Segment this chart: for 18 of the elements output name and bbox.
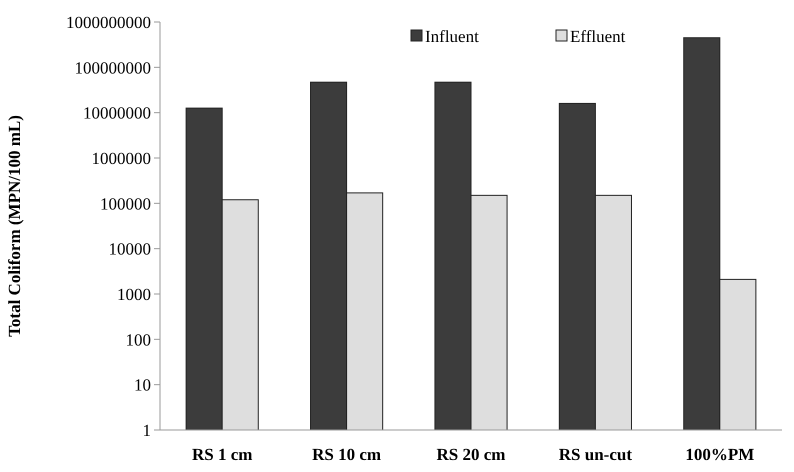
y-tick-label: 100000000	[74, 58, 151, 78]
y-tick-label: 10000000	[83, 104, 151, 123]
legend-label: Influent	[425, 26, 480, 46]
y-tick-label: 1000	[117, 284, 151, 304]
y-tick-label: 100	[126, 330, 151, 350]
x-tick-label: RS 10 cm	[312, 445, 382, 464]
y-tick-label: 10	[134, 376, 151, 395]
x-tick-label: RS un-cut	[558, 445, 632, 464]
y-tick-label: 1000000	[92, 148, 151, 168]
y-tick-label: 10000	[108, 240, 151, 259]
y-tick-label: 1	[142, 420, 151, 440]
legend-label: Effluent	[570, 26, 626, 46]
x-tick-label: RS 1 cm	[192, 445, 252, 464]
y-tick-label: 1000000000	[66, 12, 151, 32]
y-axis-title: Total Coliform (MPN/100 mL)	[5, 115, 24, 337]
x-tick-label: 100%PM	[685, 445, 754, 464]
y-tick-label: 100000	[100, 194, 151, 214]
x-tick-label: RS 20 cm	[436, 445, 506, 464]
